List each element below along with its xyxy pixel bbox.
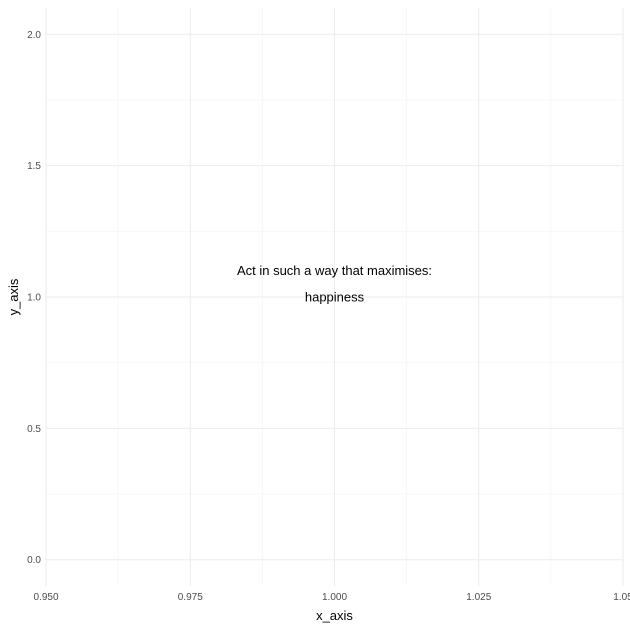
annotation-text: Act in such a way that maximises:: [237, 263, 432, 278]
x-tick-label: 1.000: [322, 592, 347, 603]
x-tick-label: 0.975: [178, 592, 203, 603]
x-tick-labels: 0.950 0.975 1.000 1.025 1.05: [33, 592, 630, 603]
x-tick-label: 0.950: [33, 592, 58, 603]
annotations: Act in such a way that maximises: happine…: [237, 263, 432, 304]
y-tick-label: 0.5: [27, 424, 41, 435]
y-axis-title: y_axis: [6, 278, 21, 315]
y-tick-label: 2.0: [27, 30, 41, 41]
x-tick-label: 1.05: [613, 592, 630, 603]
y-tick-label: 0.0: [27, 555, 41, 566]
x-tick-label: 1.025: [466, 592, 491, 603]
y-tick-label: 1.0: [27, 293, 41, 304]
x-axis-title: x_axis: [316, 608, 353, 623]
y-tick-labels: 0.0 0.5 1.0 1.5 2.0: [27, 30, 41, 566]
annotation-text: happiness: [305, 290, 365, 305]
major-gridlines: [45, 8, 624, 586]
y-tick-label: 1.5: [27, 161, 41, 172]
